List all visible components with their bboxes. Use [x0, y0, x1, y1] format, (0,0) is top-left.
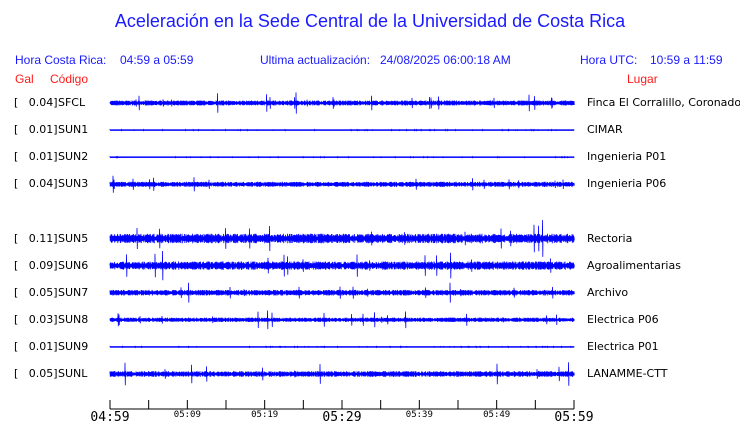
- axis-tick-label: 04:59: [90, 410, 129, 423]
- station-gal: [ 0.01]: [14, 123, 58, 137]
- axis-tick-label: 05:19: [251, 410, 278, 420]
- update-label: Ultima actualización:: [260, 53, 371, 67]
- station-gal: [ 0.09]: [14, 258, 58, 272]
- page-title: Aceleración en la Sede Central de la Uni…: [114, 11, 626, 31]
- station-code: SUN7: [58, 285, 89, 299]
- station-code: SUNL: [58, 367, 88, 380]
- station-place: Archivo: [587, 285, 629, 299]
- axis-tick-label: 05:39: [406, 410, 433, 420]
- station-place: Agroalimentarias: [587, 258, 681, 272]
- station-gal: [ 0.04]: [14, 177, 58, 191]
- local-time-range: 04:59 a 05:59: [120, 53, 194, 67]
- utc-time-range: 10:59 a 11:59: [650, 53, 723, 67]
- station-place: Ingenieria P06: [587, 177, 667, 191]
- trace-sun5: [109, 220, 575, 257]
- station-place: CIMAR: [587, 123, 623, 137]
- station-code: SUN3: [58, 177, 89, 191]
- station-gal: [ 0.01]: [14, 339, 58, 353]
- station-gal: [ 0.11]: [14, 231, 58, 245]
- station-place: Finca El Corralillo, Coronado: [587, 96, 740, 109]
- code-column-header: Código: [50, 72, 89, 86]
- station-gal: [ 0.05]: [14, 367, 58, 380]
- trace-sun1: [109, 128, 575, 132]
- station-place: Ingenieria P01: [587, 150, 667, 164]
- station-place: Electrica P01: [587, 339, 659, 353]
- gal-column-header: Gal: [15, 72, 34, 86]
- utc-time-label: Hora UTC:: [580, 53, 638, 67]
- station-code: SUN6: [58, 258, 89, 272]
- station-code: SUN2: [58, 150, 89, 164]
- station-place: Electrica P06: [587, 312, 659, 326]
- station-place: Rectoria: [587, 231, 633, 245]
- axis-tick-label: 05:49: [483, 410, 510, 420]
- station-gal: [ 0.04]: [14, 96, 58, 109]
- trace-sun6: [109, 250, 575, 281]
- axis-tick-label: 05:09: [174, 410, 201, 420]
- trace-sun3: [109, 175, 575, 193]
- axis-tick-label: 05:59: [554, 410, 593, 423]
- station-gal: [ 0.03]: [14, 312, 58, 326]
- place-column-header: Lugar: [627, 72, 658, 86]
- station-code: SUN9: [58, 339, 89, 353]
- trace-sun7: [109, 282, 575, 303]
- trace-sfcl: [109, 92, 575, 114]
- station-gal: [ 0.01]: [14, 150, 58, 164]
- station-code: SFCL: [58, 96, 86, 109]
- trace-sun8: [109, 310, 575, 330]
- trace-sun9: [109, 345, 575, 349]
- station-place: LANAMME-CTT: [587, 367, 668, 380]
- station-code: SUN5: [58, 231, 89, 245]
- station-gal: [ 0.05]: [14, 285, 58, 299]
- station-code: SUN1: [58, 123, 89, 137]
- update-value: 24/08/2025 06:00:18 AM: [380, 53, 511, 67]
- axis-tick-label: 05:29: [322, 410, 361, 423]
- local-time-label: Hora Costa Rica:: [15, 53, 107, 67]
- station-code: SUN8: [58, 312, 89, 326]
- trace-sunl: [109, 362, 575, 386]
- trace-sun2: [109, 155, 575, 159]
